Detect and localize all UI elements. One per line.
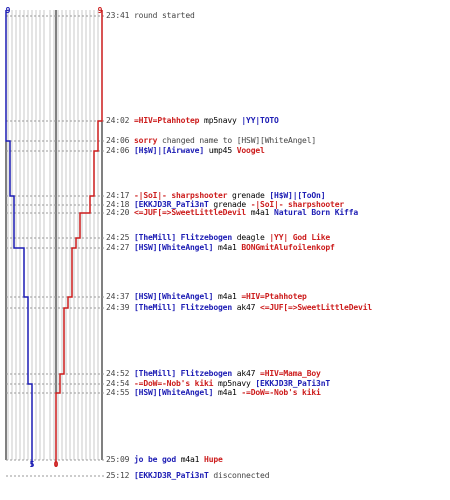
event-row: 24:06 sorry changed name to [HSW][WhiteA… [106, 136, 316, 146]
player-name: [EKKJD3R_PaTi3nT [134, 471, 209, 480]
event-row: 24:06 [H$W]|[Airwave] ump45 Voogel [106, 146, 265, 156]
weapon-name: grenade [213, 200, 247, 209]
event-time: 24:54 [106, 379, 130, 388]
event-text: [HSW][WhiteAngel] [236, 136, 317, 145]
event-row: 24:39 [TheMill] Flitzebogen ak47 <=JUF[=… [106, 303, 372, 313]
event-row: 25:12 [EKKJD3R_PaTi3nT disconnected [106, 471, 270, 481]
event-row: 24:52 [TheMill] Flitzebogen ak47 =HIV=Ma… [106, 369, 321, 379]
player-name: [H$W]|[Airwave] [134, 146, 205, 155]
player-name: BONGmitAlufoilenkopf [241, 243, 335, 252]
weapon-name: ak47 [236, 369, 256, 378]
player-name: [EKKJD3R_PaTi3nT [255, 379, 331, 388]
player-name: [TheMill] Flitzebogen [134, 369, 233, 378]
event-time: 23:41 [106, 11, 130, 20]
event-time: 24:06 [106, 136, 130, 145]
weapon-name: mp5navy [204, 116, 237, 125]
player-name: -|SoI|- sharpshooter [134, 191, 228, 200]
event-time: 24:52 [106, 369, 130, 378]
player-name: =HIV=Ptahhotep [241, 292, 307, 301]
weapon-name: m4a1 [180, 455, 200, 464]
player-name: |YY| God Like [269, 233, 331, 242]
red-end-score: 0 [54, 460, 59, 469]
player-name: [TheMill] Flitzebogen [134, 303, 233, 312]
player-name: [H$W]|[ToOn] [269, 191, 326, 200]
player-name: -|SoI|- sharpshooter [250, 200, 345, 209]
event-text: disconnected [213, 471, 270, 480]
player-name: Natural Born Kiffa [274, 208, 359, 217]
event-time: 24:27 [106, 243, 130, 252]
event-time: 24:55 [106, 388, 130, 397]
weapon-name: ump45 [208, 146, 233, 155]
event-row: 24:54 -=DoW=-Nob's kiki mp5navy [EKKJD3R… [106, 379, 330, 389]
blue-start-score: 9 [6, 6, 11, 15]
weapon-name: deagle [236, 233, 265, 242]
player-name: [HSW][WhiteAngel] [134, 243, 214, 252]
player-name: Voogel [236, 146, 265, 155]
event-time: 24:20 [106, 208, 130, 217]
weapon-name: ak47 [236, 303, 256, 312]
blue-end-score: 5 [30, 460, 35, 469]
player-name: sorry [134, 136, 158, 145]
event-row: 24:20 <=JUF[=>SweetLittleDevil m4a1 Natu… [106, 208, 358, 218]
event-row: 24:27 [HSW][WhiteAngel] m4a1 BONGmitAluf… [106, 243, 335, 253]
event-text: round started [134, 11, 195, 20]
red-team-line [55, 10, 103, 466]
red-start-score: 9 [98, 6, 103, 15]
player-name: Hupe [204, 455, 223, 464]
player-name: [EKKJD3R_PaTi3nT [134, 200, 209, 209]
player-name: jo be god [134, 455, 177, 464]
player-name: <=JUF[=>SweetLittleDevil [134, 208, 247, 217]
event-row: 24:17 -|SoI|- sharpshooter grenade [H$W]… [106, 191, 326, 201]
event-row: 24:02 =HIV=Ptahhotep mp5navy |YY|TOTO [106, 116, 279, 126]
event-time: 24:06 [106, 146, 130, 155]
event-row: 24:18 [EKKJD3R_PaTi3nT grenade -|SoI|- s… [106, 200, 344, 210]
event-text: changed name to [162, 136, 233, 145]
event-row: 25:09 jo be god m4a1 Hupe [106, 455, 223, 465]
player-name: [HSW][WhiteAngel] [134, 292, 214, 301]
blue-team-line [5, 10, 33, 466]
weapon-name: m4a1 [218, 388, 237, 397]
event-row: 23:41 round started [106, 11, 195, 21]
event-time: 25:09 [106, 455, 130, 464]
event-time: 24:39 [106, 303, 130, 312]
event-time: 24:17 [106, 191, 130, 200]
event-row: 24:25 [TheMill] Flitzebogen deagle |YY| … [106, 233, 330, 243]
player-name: |YY|TOTO [241, 116, 279, 125]
player-name: =HIV=Ptahhotep [134, 116, 200, 125]
event-time: 25:12 [106, 471, 130, 480]
player-name: =HIV=Mama_Boy [260, 369, 321, 378]
weapon-name: m4a1 [250, 208, 270, 217]
player-name: [HSW][WhiteAngel] [134, 388, 214, 397]
weapon-name: mp5navy [218, 379, 251, 388]
event-time: 24:37 [106, 292, 130, 301]
event-row: 24:37 [HSW][WhiteAngel] m4a1 =HIV=Ptahho… [106, 292, 307, 302]
weapon-name: m4a1 [218, 243, 237, 252]
weapon-name: grenade [232, 191, 265, 200]
event-row: 24:55 [HSW][WhiteAngel] m4a1 -=DoW=-Nob'… [106, 388, 321, 398]
player-name: [TheMill] Flitzebogen [134, 233, 233, 242]
event-time: 24:18 [106, 200, 130, 209]
event-time: 24:02 [106, 116, 130, 125]
event-time: 24:25 [106, 233, 130, 242]
player-name: <=JUF[=>SweetLittleDevil [260, 303, 373, 312]
player-name: -=DoW=-Nob's kiki [241, 388, 321, 397]
weapon-name: m4a1 [218, 292, 237, 301]
player-name: -=DoW=-Nob's kiki [134, 379, 214, 388]
